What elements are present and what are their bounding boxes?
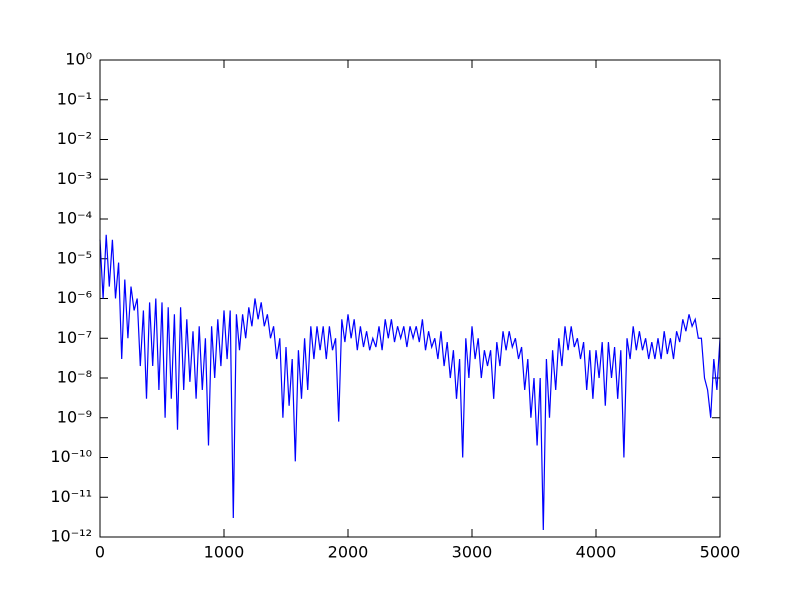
y-tick-label: 10⁻¹⁰ xyxy=(50,447,92,466)
x-tick-label: 1000 xyxy=(204,543,245,562)
x-tick-label: 3000 xyxy=(452,543,493,562)
y-tick-label: 10⁻⁶ xyxy=(57,288,92,307)
plot-frame xyxy=(99,59,721,538)
y-tick-label: 10⁻⁸ xyxy=(57,368,92,387)
x-tick-label: 5000 xyxy=(700,543,741,562)
y-tick-label: 10⁻⁴ xyxy=(57,209,92,228)
y-tick-label: 10⁻³ xyxy=(57,169,92,188)
y-tick-label: 10⁻⁹ xyxy=(57,407,92,426)
y-tick-label: 10⁰ xyxy=(65,50,92,69)
y-tick-label: 10⁻¹¹ xyxy=(50,487,92,506)
y-tick-label: 10⁻¹² xyxy=(50,527,92,546)
x-tick-label: 0 xyxy=(95,543,105,562)
x-tick-label: 4000 xyxy=(576,543,617,562)
data-line xyxy=(99,234,721,531)
y-tick-label: 10⁻⁷ xyxy=(57,328,92,347)
y-tick-label: 10⁻² xyxy=(57,129,92,148)
y-tick-label: 10⁻⁵ xyxy=(57,248,92,267)
x-tick-label: 2000 xyxy=(328,543,369,562)
y-tick-label: 10⁻¹ xyxy=(57,89,92,108)
